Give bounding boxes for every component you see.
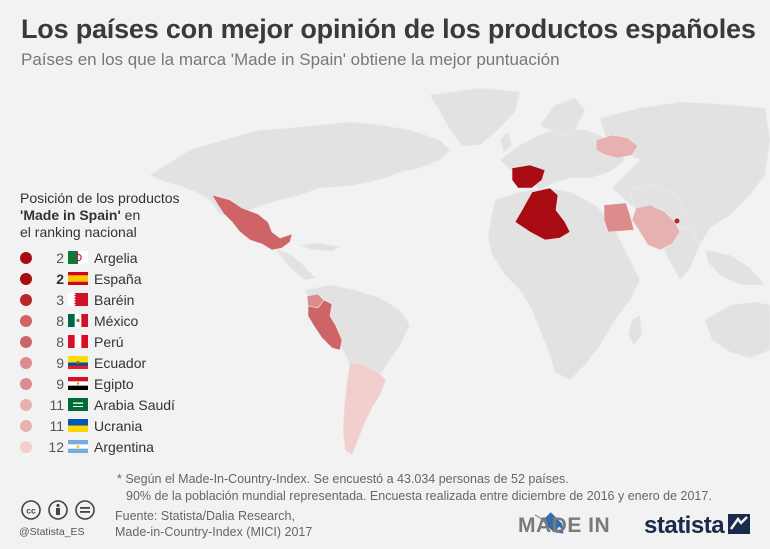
bahrain-flag-icon (68, 293, 88, 306)
map-algeria (514, 187, 571, 241)
map-mexico (211, 194, 293, 251)
legend-rank: 2 (56, 249, 64, 266)
map-se-asia (704, 249, 766, 286)
map-africa (487, 187, 641, 381)
legend-rank: 12 (48, 438, 64, 455)
legend-country-label: Arabia Saudí (94, 396, 175, 413)
mexico-flag-icon (68, 314, 88, 327)
argentina-flag-icon (68, 440, 88, 453)
legend-color-swatch (20, 398, 32, 411)
footnote: * Según el Made-In-Country-Index. Se enc… (117, 472, 712, 503)
map-uk (499, 131, 513, 153)
legend-country-label: Egipto (94, 375, 134, 392)
map-bahrain (674, 218, 680, 224)
map-spain (511, 164, 546, 189)
map-scandinavia (539, 97, 586, 136)
chart-subtitle: Países en los que la marca 'Made in Spai… (21, 50, 560, 69)
legend-country-label: Baréin (94, 291, 135, 308)
legend-item: 9 Ecuador (20, 352, 220, 373)
statista-logo-icon (728, 514, 750, 534)
legend-color-swatch (20, 440, 32, 453)
map-saudi (631, 204, 681, 251)
ecuador-flag-icon (68, 356, 88, 369)
legend-country-label: Argelia (94, 249, 138, 266)
legend-rank: 11 (49, 417, 64, 434)
map-ukraine (595, 134, 639, 159)
legend: Posición de los productos 'Made in Spain… (20, 190, 220, 457)
legend-color-swatch (20, 377, 32, 390)
legend-rank: 8 (56, 312, 64, 329)
legend-rank: 8 (56, 333, 64, 350)
legend-color-swatch (20, 419, 32, 432)
legend-color-swatch (20, 293, 32, 306)
peru-flag-icon (68, 335, 88, 348)
algeria-flag-icon (68, 251, 88, 264)
legend-color-swatch (20, 356, 32, 369)
map-north-america (149, 121, 451, 219)
creative-commons-icons: cc (21, 500, 95, 520)
map-caribbean (299, 242, 342, 252)
legend-list: 2 Argelia 2 España 3 Baréin 8 México 8 Perú 9 Ecuad… (20, 247, 220, 457)
legend-color-swatch (20, 272, 32, 285)
nd-icon (75, 500, 95, 520)
legend-item: 8 Perú (20, 331, 220, 352)
ukraine-flag-icon (68, 419, 88, 432)
legend-country-label: Argentina (94, 438, 154, 455)
map-egypt (603, 202, 635, 233)
statista-logo[interactable]: statista (644, 512, 725, 539)
map-greenland (429, 87, 521, 147)
map-argentina (342, 361, 387, 456)
legend-country-label: Perú (94, 333, 124, 350)
legend-item: 3 Baréin (20, 289, 220, 310)
legend-rank: 11 (49, 396, 64, 413)
egypt-flag-icon (68, 377, 88, 390)
map-central-america (273, 247, 316, 281)
legend-color-swatch (20, 335, 32, 348)
legend-item: 8 México (20, 310, 220, 331)
statista-handle: @Statista_ES (19, 526, 85, 538)
legend-country-label: México (94, 312, 139, 329)
cc-icon (21, 500, 41, 520)
legend-rank: 2 (56, 270, 64, 287)
legend-rank: 9 (56, 354, 64, 371)
legend-title: Posición de los productos 'Made in Spain… (20, 190, 180, 240)
legend-country-label: Ucrania (94, 417, 143, 434)
legend-item: 12 Argentina (20, 436, 220, 457)
world-map (149, 87, 770, 456)
map-australia (704, 301, 770, 359)
legend-country-label: España (94, 270, 142, 287)
saudi-flag-icon (68, 398, 88, 411)
legend-rank: 3 (56, 291, 64, 308)
made-in-logo[interactable]: MADE IN (518, 514, 611, 537)
legend-color-swatch (20, 251, 32, 264)
legend-item: 11 Ucrania (20, 415, 220, 436)
legend-rank: 9 (56, 375, 64, 392)
spain-flag-icon (68, 272, 88, 285)
legend-country-label: Ecuador (94, 354, 147, 371)
legend-item: 2 España (20, 268, 220, 289)
legend-color-swatch (20, 314, 32, 327)
chart-title: Los países con mejor opinión de los prod… (21, 14, 756, 44)
legend-item: 11 Arabia Saudí (20, 394, 220, 415)
by-icon (48, 500, 68, 520)
map-madagascar (627, 314, 643, 346)
source: Fuente: Statista/Dalia Research, Made-in… (115, 509, 313, 539)
legend-item: 2 Argelia (20, 247, 220, 268)
legend-item: 9 Egipto (20, 373, 220, 394)
svg-text:cc: cc (26, 506, 36, 516)
made-in-tag-icon (534, 512, 564, 534)
map-peru (307, 299, 343, 351)
